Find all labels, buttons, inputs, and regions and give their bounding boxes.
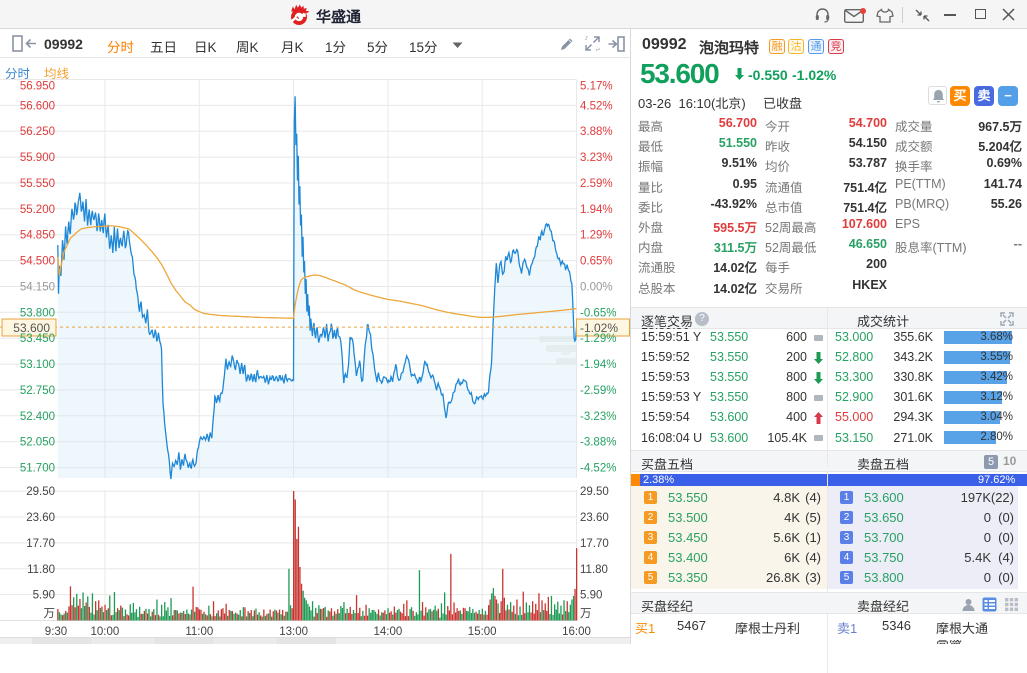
svg-text:56.950: 56.950: [20, 81, 55, 93]
svg-text:-4.52%: -4.52%: [580, 463, 616, 475]
svg-text:55.200: 55.200: [20, 204, 55, 216]
svg-text:1.94%: 1.94%: [580, 204, 613, 216]
svg-text:11.80: 11.80: [580, 564, 608, 576]
svg-text:万: 万: [580, 608, 592, 620]
svg-text:0.00%: 0.00%: [580, 282, 613, 294]
svg-text:-1.02%: -1.02%: [580, 321, 618, 335]
svg-text:1.29%: 1.29%: [580, 230, 613, 242]
svg-text:52.050: 52.050: [20, 437, 55, 449]
svg-text:17.70: 17.70: [580, 538, 609, 550]
svg-text:56.600: 56.600: [20, 100, 55, 112]
svg-text:29.50: 29.50: [580, 486, 609, 498]
svg-text:54.150: 54.150: [20, 282, 55, 294]
svg-text:-1.29%: -1.29%: [580, 333, 616, 345]
svg-text:-0.65%: -0.65%: [580, 307, 616, 319]
svg-text:54.850: 54.850: [20, 230, 55, 242]
svg-text:5.90: 5.90: [580, 590, 602, 602]
svg-text:2.59%: 2.59%: [580, 178, 613, 190]
svg-text:5.17%: 5.17%: [580, 81, 613, 93]
svg-text:53.800: 53.800: [20, 307, 55, 319]
svg-text:51.700: 51.700: [20, 463, 55, 475]
svg-text:55.900: 55.900: [20, 152, 55, 164]
svg-text:52.400: 52.400: [20, 411, 55, 423]
svg-text:53.600: 53.600: [13, 321, 50, 335]
svg-text:3.23%: 3.23%: [580, 152, 613, 164]
svg-text:23.60: 23.60: [26, 512, 55, 524]
svg-text:11.80: 11.80: [27, 564, 55, 576]
svg-text:-3.88%: -3.88%: [580, 437, 616, 449]
svg-text:4.52%: 4.52%: [580, 100, 613, 112]
svg-text:0.65%: 0.65%: [580, 256, 613, 268]
svg-text:-3.23%: -3.23%: [580, 411, 616, 423]
svg-text:11:00: 11:00: [185, 626, 213, 638]
svg-text:56.250: 56.250: [20, 126, 55, 138]
svg-text:5.90: 5.90: [33, 590, 55, 602]
svg-text:23.60: 23.60: [580, 512, 609, 524]
svg-text:3.88%: 3.88%: [580, 126, 613, 138]
svg-text:54.500: 54.500: [20, 256, 55, 268]
svg-text:13:00: 13:00: [279, 626, 308, 638]
svg-text:55.550: 55.550: [20, 178, 55, 190]
svg-text:万: 万: [44, 608, 56, 620]
svg-text:9:30: 9:30: [45, 626, 67, 638]
svg-text:53.100: 53.100: [20, 359, 55, 371]
svg-text:53.450: 53.450: [20, 333, 55, 345]
svg-text:29.50: 29.50: [26, 486, 55, 498]
svg-text:14:00: 14:00: [374, 626, 403, 638]
svg-text:-1.94%: -1.94%: [580, 359, 616, 371]
svg-text:15:00: 15:00: [468, 626, 497, 638]
svg-text:16:00: 16:00: [562, 626, 591, 638]
svg-text:52.750: 52.750: [20, 385, 55, 397]
svg-text:10:00: 10:00: [91, 626, 120, 638]
svg-text:-2.59%: -2.59%: [580, 385, 616, 397]
svg-text:17.70: 17.70: [26, 538, 55, 550]
